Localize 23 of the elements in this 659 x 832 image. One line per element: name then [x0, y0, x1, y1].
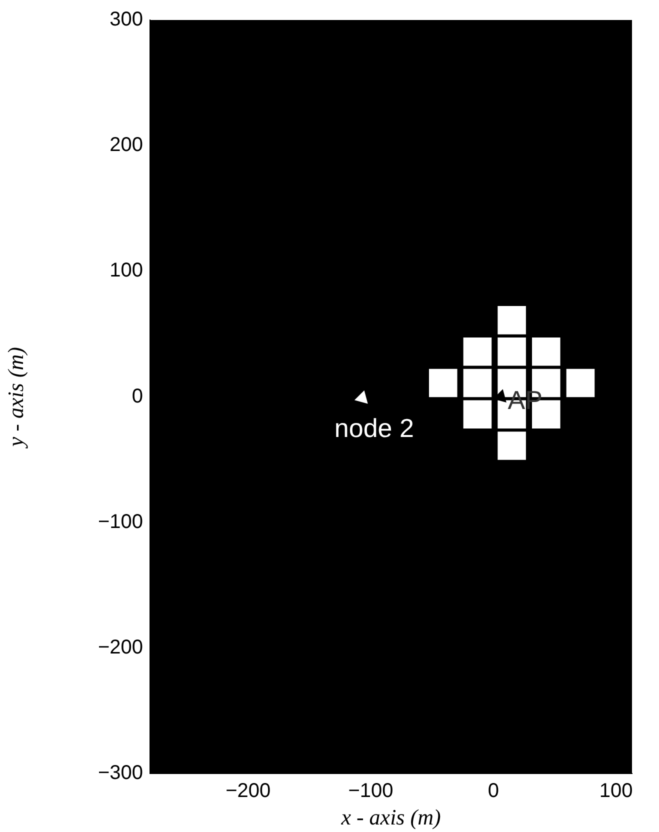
y-tick-label: −100: [98, 510, 143, 533]
y-tick-label: 100: [110, 260, 143, 282]
annotation: node 2: [334, 413, 414, 444]
y-tick-label: 200: [110, 134, 143, 156]
point: [463, 400, 492, 429]
x-tick-label: 100: [599, 780, 633, 802]
y-tick-label: 300: [110, 8, 143, 31]
point: [463, 368, 492, 398]
point: [498, 432, 526, 460]
point: [532, 337, 560, 366]
x-axis-title: x - axis (m): [340, 804, 441, 830]
point: [463, 337, 492, 366]
point: [428, 368, 458, 398]
y-tick-label: −200: [98, 636, 143, 659]
point: [498, 337, 526, 366]
x-tick-label: 0: [488, 780, 499, 802]
y-tick-label: −300: [98, 762, 143, 784]
point: [566, 368, 595, 398]
x-tick-label: −200: [226, 780, 271, 802]
point: [498, 306, 526, 334]
y-tick-label: 0: [132, 385, 143, 408]
y-axis-title: y - axis (m): [2, 347, 28, 449]
x-tick-label: −100: [348, 780, 394, 802]
